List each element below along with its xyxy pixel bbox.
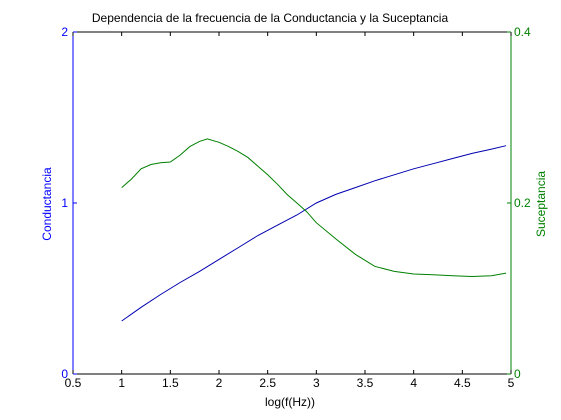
right-y-axis-label: Suceptancia: [534, 171, 548, 237]
x-tick-label: 0.5: [65, 376, 82, 390]
x-tick-label: 4: [410, 376, 417, 390]
x-tick-label: 3.5: [357, 376, 374, 390]
x-tick-label: 2: [216, 376, 223, 390]
series-layer: [121, 138, 507, 322]
x-tick-label: 3: [313, 376, 320, 390]
x-tick-label: 1.5: [162, 376, 179, 390]
left-y-axis-label: Conductancia: [40, 167, 54, 241]
right-y-ticks: 0 0.2 0.4: [507, 25, 531, 381]
right-y-tick-label: 0.4: [514, 25, 531, 39]
x-tick-label: 4.5: [454, 376, 471, 390]
left-y-tick-label: 2: [61, 25, 68, 39]
x-axis-label: log(f(Hz)): [265, 395, 315, 409]
right-y-tick-label: 0.2: [514, 196, 531, 210]
x-tick-label: 2.5: [259, 376, 276, 390]
left-y-tick-label: 1: [61, 196, 68, 210]
left-y-ticks: 0 1 2: [61, 25, 77, 381]
x-tick-label: 1: [118, 376, 125, 390]
plot-area: [73, 32, 511, 374]
left-y-tick-label: 0: [61, 367, 68, 381]
right-y-tick-label: 0: [514, 367, 521, 381]
suceptancia-series-line: [121, 138, 507, 278]
chart-title: Dependencia de la frecuencia de la Condu…: [92, 11, 449, 25]
conductancia-series-line: [121, 145, 507, 322]
x-ticks: 0.5 1 1.5 2 2.5 3 3.5 4 4.5 5: [65, 32, 515, 390]
x-tick-label: 5: [508, 376, 515, 390]
